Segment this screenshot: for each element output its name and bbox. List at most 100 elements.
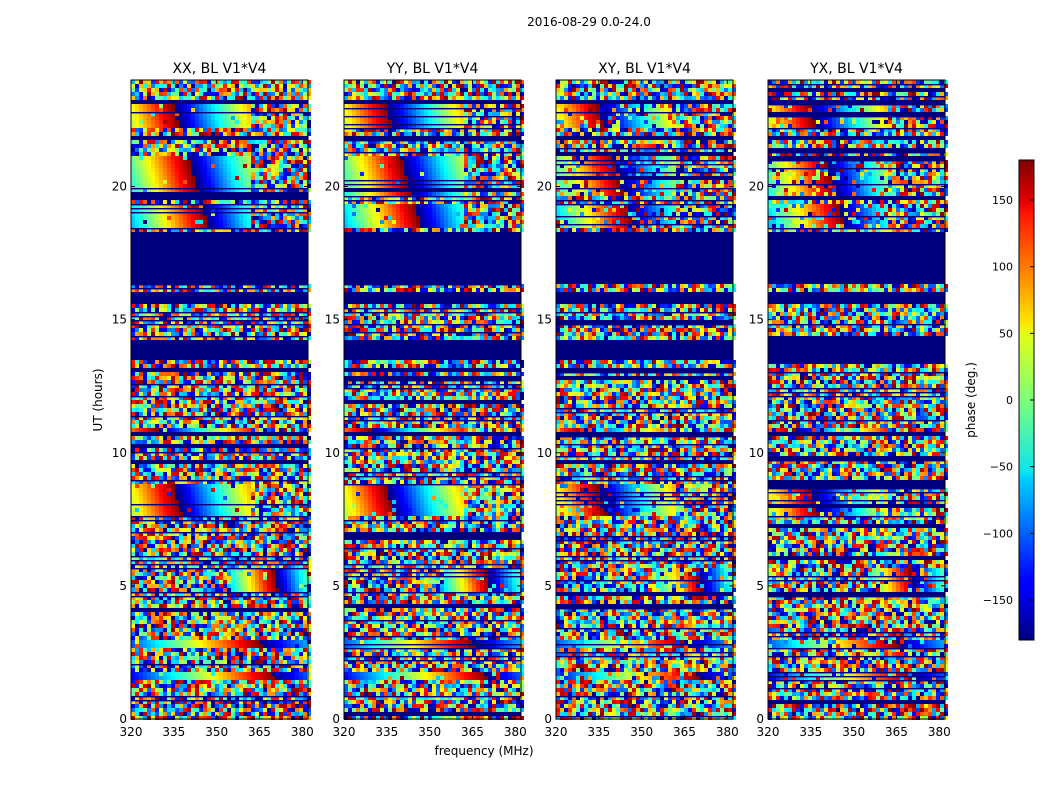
heatmap-cell (275, 204, 279, 208)
heatmap-cell (211, 436, 215, 440)
heatmap-cell (243, 584, 247, 588)
heatmap-cell (307, 152, 311, 156)
heatmap-cell (299, 512, 303, 516)
heatmap-cell (159, 448, 163, 452)
heatmap-cell (175, 636, 179, 640)
heatmap-cell (275, 132, 279, 136)
heatmap-cell (247, 636, 251, 640)
heatmap-cell (263, 612, 267, 616)
heatmap-cell (219, 532, 223, 536)
heatmap-cell (159, 304, 163, 308)
heatmap-cell (227, 596, 231, 600)
heatmap-cell (143, 224, 147, 228)
heatmap-cell (195, 112, 199, 116)
heatmap-cell (175, 516, 179, 520)
heatmap-cell (279, 376, 283, 380)
heatmap-cell (175, 468, 179, 472)
heatmap-cell (271, 204, 275, 208)
heatmap-cell (291, 200, 295, 204)
heatmap-cell (271, 168, 275, 172)
heatmap-cell (147, 84, 151, 88)
heatmap-cell (227, 372, 231, 376)
heatmap-cell (167, 316, 171, 320)
heatmap-cell (203, 396, 207, 400)
heatmap-cell (263, 120, 267, 124)
heatmap-cell (215, 584, 219, 588)
heatmap-cell (131, 468, 135, 472)
heatmap-cell (203, 216, 207, 220)
heatmap-cell (195, 624, 199, 628)
heatmap-cell (175, 532, 179, 536)
heatmap-cell (247, 508, 251, 512)
heatmap-cell (203, 92, 207, 96)
heatmap-cell (155, 204, 159, 208)
heatmap-cell (219, 508, 223, 512)
heatmap-cell (195, 360, 199, 364)
heatmap-cell (259, 588, 263, 592)
heatmap-cell (219, 108, 223, 112)
heatmap-cell (267, 604, 271, 608)
heatmap-cell (163, 332, 167, 336)
heatmap-cell (207, 376, 211, 380)
heatmap-cell (243, 524, 247, 528)
heatmap-cell (231, 208, 235, 212)
heatmap-cell (191, 288, 195, 292)
heatmap-cell (207, 592, 211, 596)
heatmap-cell (263, 540, 267, 544)
heatmap-gap-line (131, 288, 308, 290)
heatmap-cell (307, 560, 311, 564)
heatmap-cell (147, 496, 151, 500)
heatmap-cell (275, 516, 279, 520)
heatmap-cell (183, 520, 187, 524)
heatmap-cell (271, 536, 275, 540)
heatmap-cell (131, 384, 135, 388)
heatmap-cell (291, 88, 295, 92)
heatmap-cell (263, 588, 267, 592)
heatmap-cell (239, 364, 243, 368)
heatmap-cell (287, 364, 291, 368)
heatmap-cell (211, 164, 215, 168)
heatmap-cell (159, 592, 163, 596)
heatmap-cell (271, 504, 275, 508)
heatmap-cell (215, 304, 219, 308)
heatmap-cell (215, 496, 219, 500)
heatmap-cell (263, 448, 267, 452)
heatmap-cell (187, 128, 191, 132)
heatmap-cell (203, 584, 207, 588)
heatmap-cell (283, 552, 287, 556)
heatmap-cell (171, 576, 175, 580)
heatmap-cell (275, 200, 279, 204)
heatmap-cell (247, 364, 251, 368)
heatmap-cell (143, 448, 147, 452)
heatmap-cell (147, 472, 151, 476)
heatmap-cell (155, 520, 159, 524)
heatmap-cell (235, 560, 239, 564)
heatmap-cell (267, 364, 271, 368)
heatmap-cell (139, 504, 143, 508)
heatmap-cell (195, 524, 199, 528)
heatmap-cell (163, 616, 167, 620)
heatmap-cell (275, 392, 279, 396)
heatmap-cell (219, 212, 223, 216)
heatmap-cell (171, 412, 175, 416)
heatmap-cell (211, 564, 215, 568)
heatmap-cell (203, 228, 207, 232)
heatmap-cell (235, 416, 239, 420)
heatmap-cell (187, 628, 191, 632)
heatmap-cell (227, 500, 231, 504)
heatmap-cell (139, 304, 143, 308)
heatmap-cell (135, 500, 139, 504)
heatmap-cell (131, 216, 135, 220)
heatmap-cell (295, 164, 299, 168)
heatmap-cell (263, 472, 267, 476)
heatmap-cell (279, 580, 283, 584)
heatmap-cell (203, 520, 207, 524)
heatmap-cell (171, 584, 175, 588)
heatmap-cell (227, 284, 231, 288)
heatmap-cell (255, 164, 259, 168)
heatmap-cell (223, 448, 227, 452)
heatmap-cell (271, 452, 275, 456)
heatmap-cell (235, 480, 239, 484)
heatmap-cell (179, 304, 183, 308)
heatmap-cell (171, 492, 175, 496)
